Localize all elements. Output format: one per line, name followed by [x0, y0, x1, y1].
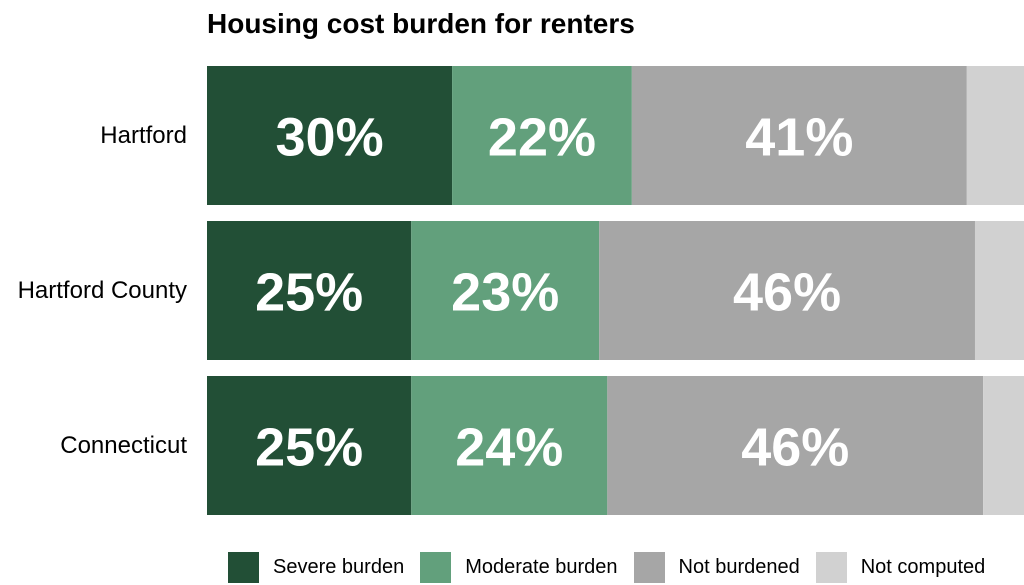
category-label: Hartford County: [18, 277, 187, 304]
category-label: Hartford: [100, 122, 187, 149]
bar-segment: [411, 221, 600, 360]
data-label: 22%: [488, 108, 596, 168]
legend-item: Not burdened: [633, 551, 800, 583]
bar-segment: [599, 221, 975, 360]
legend-item: Moderate burden: [420, 551, 618, 583]
category-label: Connecticut: [60, 432, 187, 459]
data-label: 30%: [276, 108, 384, 168]
legend-label: Severe burden: [273, 555, 405, 578]
legend-label: Not computed: [860, 555, 986, 578]
bar-segment: [207, 376, 412, 515]
data-label: 24%: [455, 418, 563, 478]
bar-segment: [966, 66, 1024, 205]
bar-segment: [411, 376, 608, 515]
data-label: 41%: [745, 108, 853, 168]
data-label: 25%: [255, 263, 363, 323]
bar-segment: [974, 221, 1024, 360]
bar-segment: [607, 376, 984, 515]
data-label: 23%: [451, 263, 559, 323]
chart-title: Housing cost burden for renters: [207, 8, 635, 39]
legend-label: Moderate burden: [465, 555, 618, 578]
chart-legend: Severe burden Moderate burden Not burdened…: [228, 550, 1001, 584]
legend-item: Not computed: [815, 551, 986, 583]
stacked-bar-chart: Hartford 30% 22% 41% Hartford County 25% 23% 46…: [18, 66, 1024, 515]
legend-swatch: [228, 551, 259, 583]
legend-label: Not burdened: [678, 555, 800, 578]
data-label: 46%: [733, 263, 841, 323]
legend-swatch: [815, 551, 847, 583]
bar-segment: [983, 376, 1024, 515]
legend-item: Severe burden: [228, 551, 405, 583]
data-label: 25%: [255, 418, 363, 478]
bar-segment: [207, 66, 453, 205]
data-label: 46%: [741, 418, 849, 478]
bar-segment: [207, 221, 412, 360]
bar-segment: [452, 66, 632, 205]
legend-swatch: [633, 551, 665, 583]
legend-swatch: [420, 551, 452, 583]
bar-segment: [631, 66, 967, 205]
